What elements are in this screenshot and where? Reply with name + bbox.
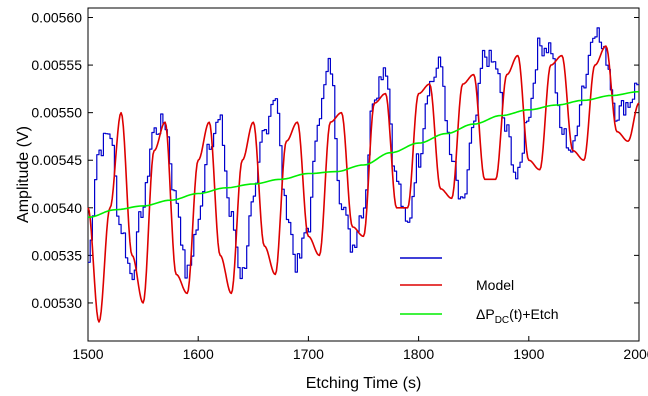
x-tick-label: 1800 [403,346,434,362]
series-model-line [87,45,640,323]
y-tick-label: 0.00535 [31,247,82,263]
legend-label-2-sub: DC [495,315,509,326]
x-axis-title: Etching Time (s) [306,375,422,392]
x-tick-label: 1700 [293,346,324,362]
legend-label-1: Model [476,277,514,293]
y-tick-label: 0.00550 [31,105,82,121]
x-tick-label: 1900 [513,346,544,362]
legend-label-2-main: ΔP [476,306,495,322]
x-tick-label: 1500 [72,346,103,362]
x-tick-label: 1600 [183,346,214,362]
series-etch-line [87,90,640,219]
plot-frame [87,7,640,342]
series-layer [87,27,640,323]
y-axis: 0.00530 0.00535 0.00540 0.00545 0.00550 0.005… [31,10,639,311]
series-measured-line [88,27,639,281]
y-tick-label: 0.00560 [31,10,82,26]
legend-label-2-tail: (t)+Etch [509,306,558,322]
legend-label-2: ΔPDC(t)+Etch [476,306,559,326]
legend: Model ΔPDC(t)+Etch [400,257,559,326]
y-tick-label: 0.00545 [31,152,82,168]
y-tick-label: 0.00555 [31,57,82,73]
y-tick-label: 0.00530 [31,295,82,311]
y-tick-label: 0.00540 [31,200,82,216]
y-axis-title: Amplitude (V) [15,126,32,223]
